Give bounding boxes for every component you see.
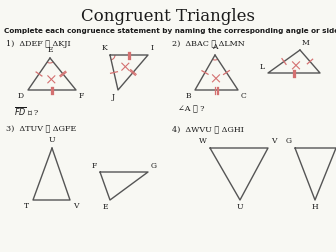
- Text: G: G: [286, 137, 292, 145]
- Text: A: A: [212, 43, 218, 51]
- Text: B: B: [185, 92, 191, 100]
- Text: C: C: [241, 92, 247, 100]
- Text: J: J: [112, 93, 115, 101]
- Text: 3)  ΔTUV ≅ ΔGFE: 3) ΔTUV ≅ ΔGFE: [6, 125, 76, 133]
- Text: U: U: [237, 203, 243, 211]
- Text: ∠A ≅ ?: ∠A ≅ ?: [178, 105, 205, 113]
- Text: D: D: [18, 92, 24, 100]
- Text: F: F: [92, 162, 97, 170]
- Text: 4)  ΔWVU ≅ ΔGHI: 4) ΔWVU ≅ ΔGHI: [172, 125, 244, 133]
- Text: 1)  ΔDEF ≅ ΔKJI: 1) ΔDEF ≅ ΔKJI: [6, 40, 71, 48]
- Text: I: I: [151, 44, 154, 52]
- Text: F: F: [79, 92, 84, 100]
- Text: Congruent Triangles: Congruent Triangles: [81, 8, 255, 25]
- Text: E: E: [102, 203, 108, 211]
- Text: $\overline{FD}$ ≅ ?: $\overline{FD}$ ≅ ?: [14, 105, 40, 117]
- Text: E: E: [47, 46, 53, 54]
- Text: T: T: [24, 202, 29, 210]
- Text: H: H: [312, 203, 318, 211]
- Text: U: U: [49, 136, 55, 144]
- Text: G: G: [151, 162, 157, 170]
- Text: M: M: [302, 39, 310, 47]
- Text: V: V: [73, 202, 79, 210]
- Text: 2)  ΔBAC ≅ ΔLMN: 2) ΔBAC ≅ ΔLMN: [172, 40, 245, 48]
- Text: W: W: [199, 137, 207, 145]
- Text: Complete each congruence statement by naming the corresponding angle or side: Complete each congruence statement by na…: [4, 28, 336, 34]
- Text: V: V: [271, 137, 277, 145]
- Text: L: L: [260, 63, 265, 71]
- Text: K: K: [101, 44, 107, 52]
